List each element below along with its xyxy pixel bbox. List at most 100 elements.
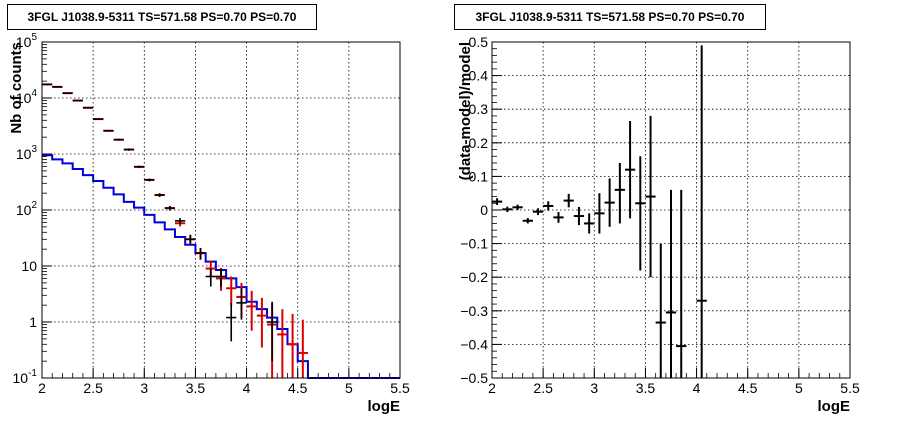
data-point (205, 268, 216, 287)
residual-point (594, 193, 605, 234)
x-tick-label: 5.5 (840, 380, 860, 396)
x-tick-label: 2 (38, 380, 46, 396)
residual-point (665, 189, 677, 378)
data-point (236, 288, 247, 320)
residual-point (604, 178, 615, 227)
residual-point (512, 204, 523, 210)
left-axes: 2 2.5 3 3.5 4 4.5 5 5.5 10-1 1 10 102 103 104 105 (13, 32, 410, 396)
data-point (82, 106, 94, 109)
data-point (144, 178, 155, 182)
right-x-axis-title: logE (818, 398, 851, 415)
data-point (195, 247, 206, 260)
residual-point (655, 243, 666, 378)
data-points (42, 83, 278, 362)
residual-point (553, 212, 564, 223)
residual-point (522, 218, 533, 224)
left-chart-title-box: 3FGL J1038.9-5311 TS=571.58 PS=0.70 PS=0… (7, 4, 317, 30)
residual-point (543, 201, 554, 211)
data-point (123, 148, 135, 151)
y-tick-label: 105 (16, 32, 38, 50)
data-point (62, 92, 73, 94)
residual-point (502, 206, 513, 213)
residual-point (614, 162, 625, 224)
total-model-point (277, 309, 288, 378)
data-point (113, 138, 124, 141)
y-tick-label: 10-1 (13, 368, 38, 386)
x-tick-label: 3 (590, 380, 598, 396)
y-tick-label: 0.3 (469, 101, 489, 117)
residual-point (563, 193, 574, 208)
source-model-line (42, 154, 400, 379)
y-tick-label: 0.5 (469, 34, 489, 50)
y-tick-label: −0.2 (460, 269, 488, 285)
y-tick-label: 104 (16, 88, 38, 106)
right-grid (492, 42, 850, 378)
source-model-histogram (42, 154, 400, 379)
residual-point (532, 208, 544, 216)
data-point (52, 86, 63, 88)
x-tick-label: 4 (693, 380, 701, 396)
x-tick-label: 5 (795, 380, 803, 396)
data-point (215, 268, 227, 287)
y-tick-label: −0.4 (460, 336, 488, 352)
y-tick-label: 0.2 (469, 135, 489, 151)
left-grid (42, 42, 400, 378)
residual-point (584, 213, 595, 234)
right-chart-title-box: 3FGL J1038.9-5311 TS=571.58 PS=0.70 PS=0… (454, 4, 766, 30)
data-point (42, 83, 53, 86)
residual-point (676, 189, 687, 378)
x-tick-label: 4 (243, 380, 251, 396)
x-tick-label: 4.5 (738, 380, 758, 396)
x-tick-label: 4.5 (288, 380, 308, 396)
y-tick-label: 10 (21, 258, 37, 274)
left-chart-title: 3FGL J1038.9-5311 TS=571.58 PS=0.70 PS=0… (27, 10, 297, 24)
residual-point (696, 45, 707, 378)
data-point (267, 301, 278, 362)
x-tick-label: 2.5 (533, 380, 553, 396)
right-y-axis-title-rotated: (data-model)/model (457, 42, 474, 180)
total-model-point (226, 276, 237, 306)
y-tick-label: 102 (16, 200, 38, 218)
data-point (164, 205, 175, 211)
data-point (226, 302, 237, 342)
residual-point (645, 115, 656, 278)
y-tick-label: 1 (29, 314, 37, 330)
x-tick-label: 2.5 (83, 380, 103, 396)
residual-point (573, 206, 585, 226)
total-model-point (287, 313, 298, 378)
data-point (93, 118, 104, 120)
left-x-axis-title: logE (368, 398, 401, 415)
x-tick-label: 5 (345, 380, 353, 396)
data-point (174, 217, 186, 225)
x-tick-label: 3.5 (186, 380, 206, 396)
x-tick-label: 2 (488, 380, 496, 396)
x-tick-label: 3 (140, 380, 148, 396)
right-chart-title: 3FGL J1038.9-5311 TS=571.58 PS=0.70 PS=0… (475, 10, 745, 24)
total-model-point (246, 290, 257, 331)
y-tick-label: 0.4 (469, 68, 489, 84)
right-axes: 2 2.5 3 3.5 4 4.5 5 5.5 −0.5 −0.4 −0.3 −0.2 −0.1 0 0.1… (460, 34, 860, 396)
residual-point (492, 198, 503, 205)
data-point (103, 129, 114, 132)
y-tick-label: 0 (480, 202, 488, 218)
total-model-point (297, 319, 308, 378)
data-point (134, 165, 145, 168)
data-point (72, 99, 83, 102)
x-tick-label: 3.5 (636, 380, 656, 396)
total-model-point (256, 297, 268, 348)
residuals-chart: 2 2.5 3 3.5 4 4.5 5 5.5 −0.5 −0.4 −0.3 −0.2 −0.1 0 0.1… (457, 34, 860, 415)
counts-spectrum-chart: 2 2.5 3 3.5 4 4.5 5 5.5 10-1 1 10 102 103 104 105 logE… (8, 32, 410, 415)
y-tick-label: 0.1 (469, 168, 489, 184)
y-tick-label: 103 (16, 144, 38, 162)
data-point (185, 234, 196, 244)
left-y-axis-title: Nb of counts (8, 42, 25, 134)
y-tick-label: −0.1 (460, 236, 488, 252)
residual-point (635, 156, 646, 271)
residual-points (492, 45, 707, 378)
y-tick-label: −0.5 (460, 370, 488, 386)
residual-point (624, 120, 636, 219)
y-tick-label: −0.3 (460, 303, 488, 319)
data-point (154, 193, 165, 197)
x-tick-label: 5.5 (390, 380, 410, 396)
